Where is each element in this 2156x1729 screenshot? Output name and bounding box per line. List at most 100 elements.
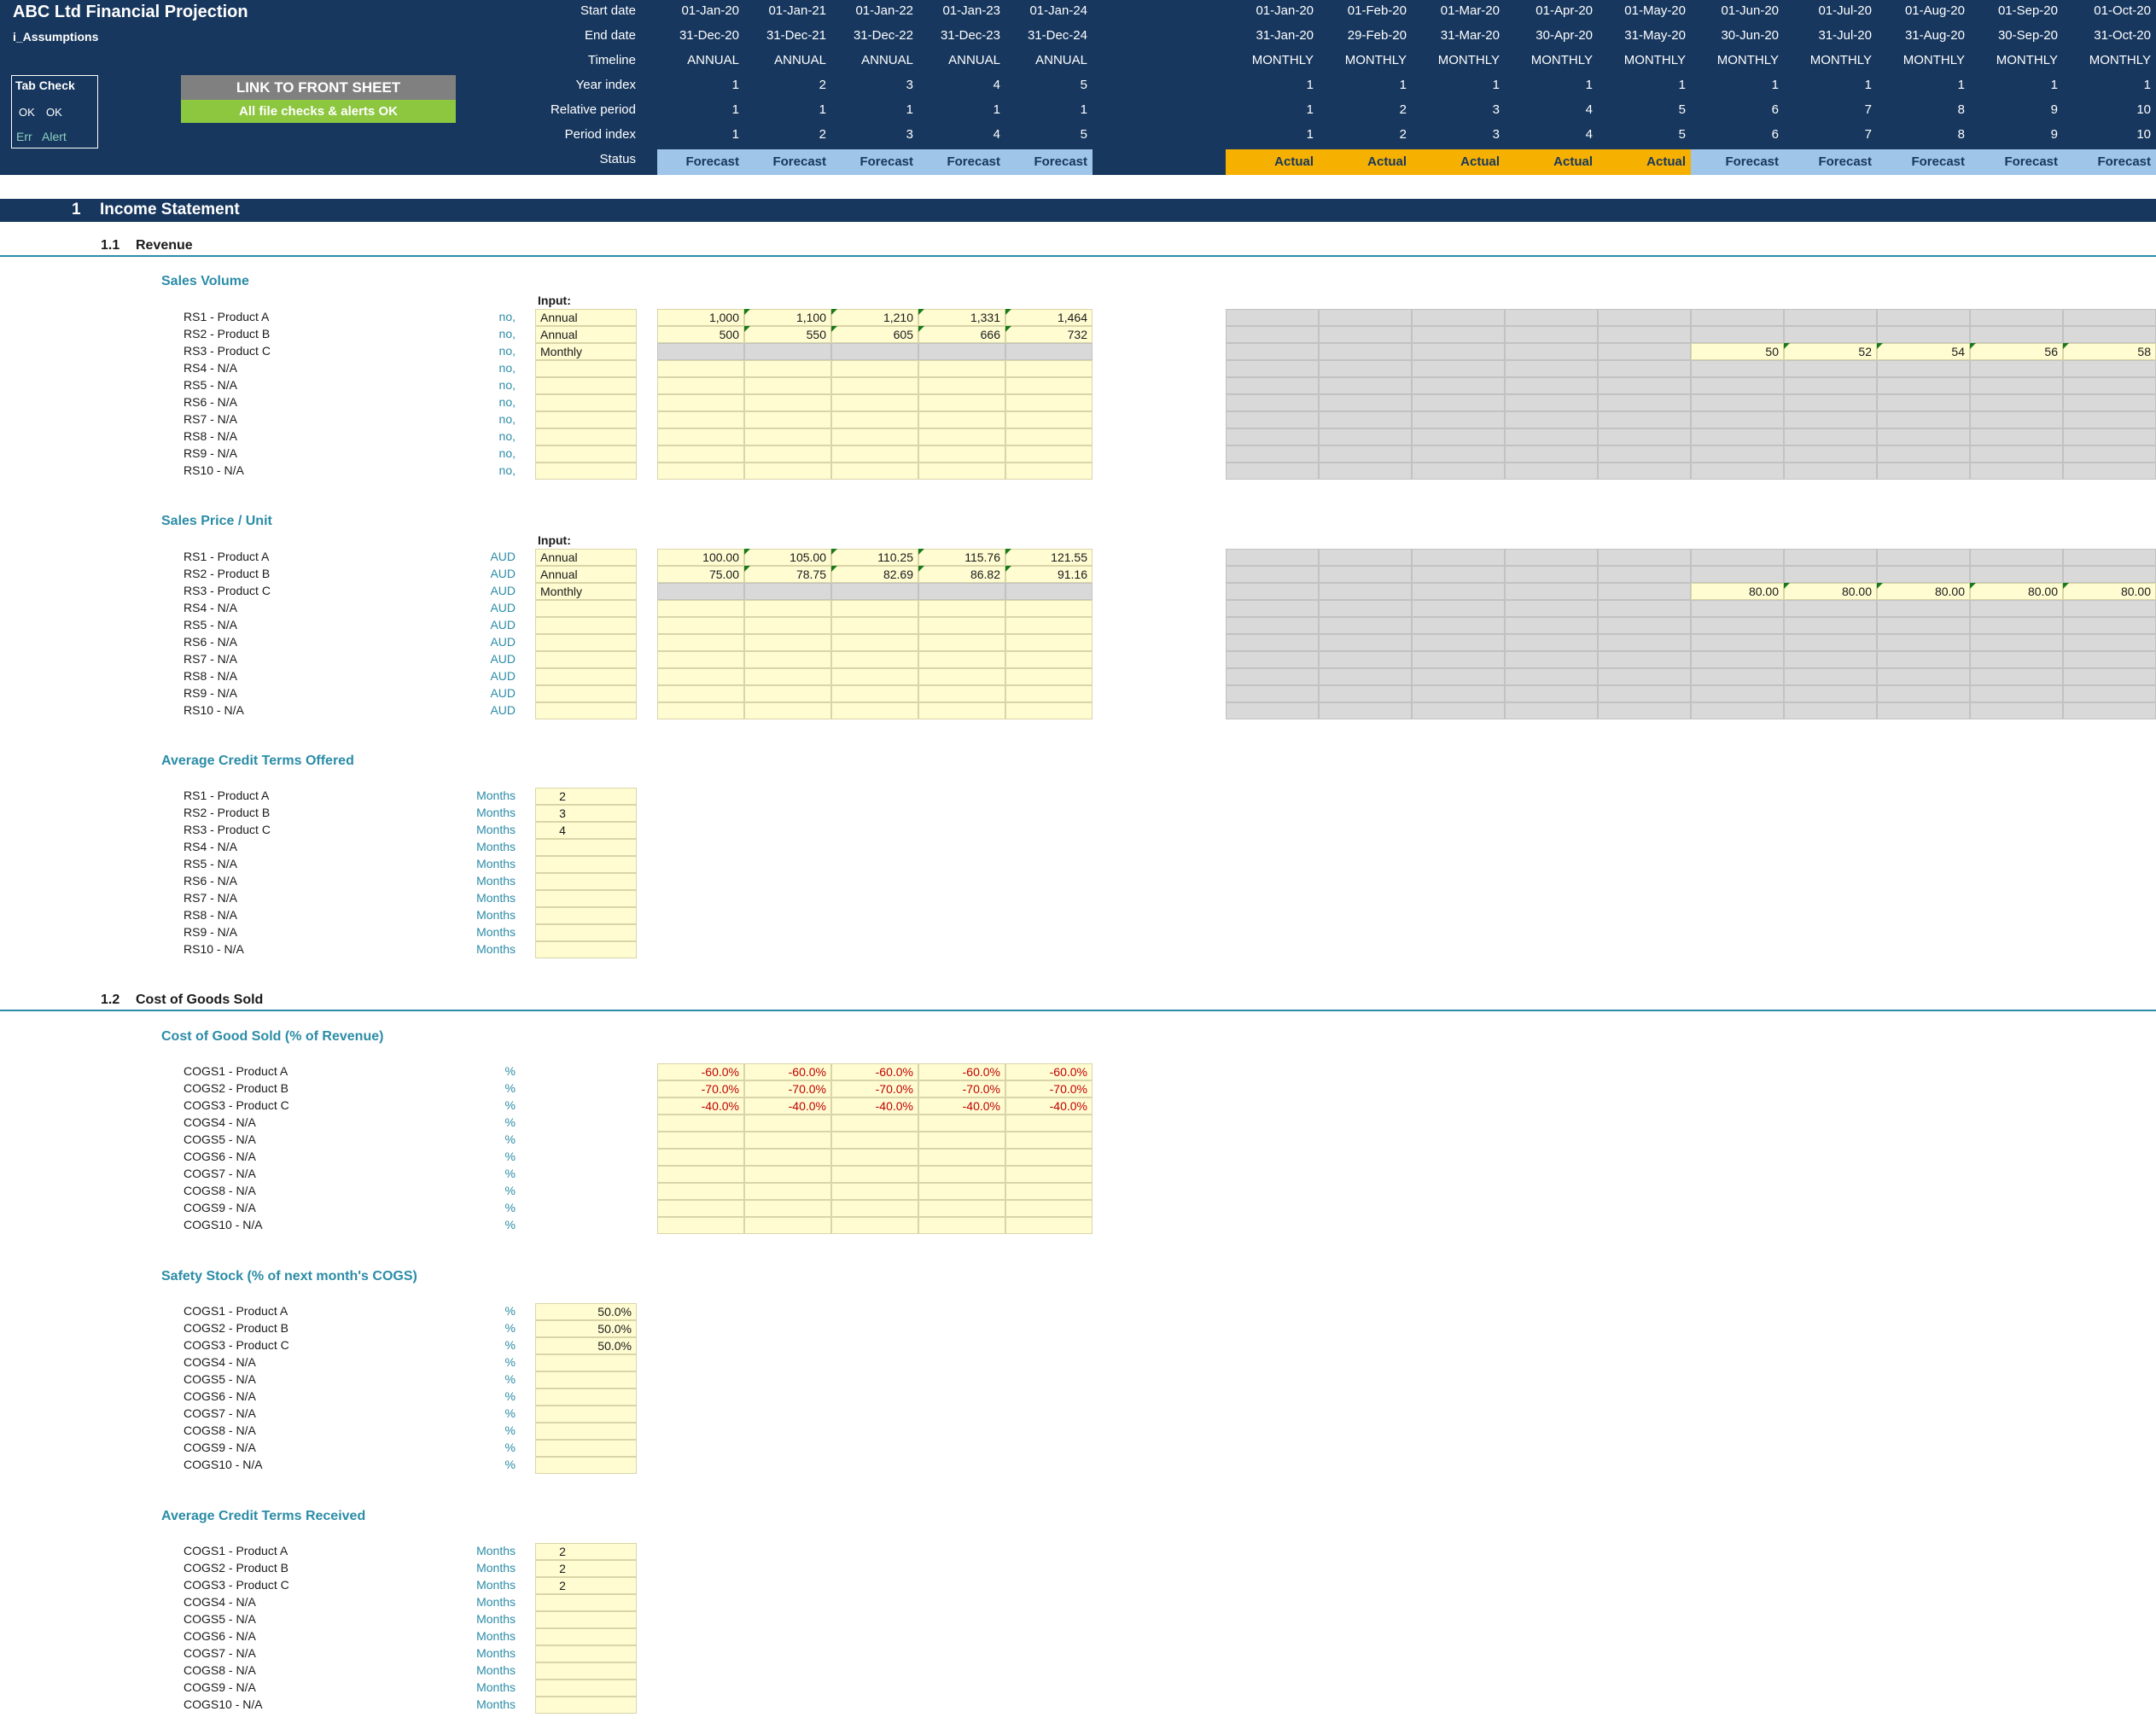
annual-value-cell[interactable] <box>744 1200 831 1217</box>
annual-value-cell[interactable]: -60.0% <box>657 1063 744 1080</box>
annual-value-cell[interactable] <box>831 600 918 617</box>
annual-value-cell[interactable]: 1,464 <box>1005 309 1093 326</box>
input-cell[interactable] <box>535 924 637 941</box>
annual-value-cell[interactable] <box>1005 377 1093 394</box>
monthly-value-cell[interactable]: 80.00 <box>1970 583 2063 600</box>
input-cell[interactable] <box>535 907 637 924</box>
annual-value-cell[interactable] <box>744 634 831 651</box>
input-cell[interactable] <box>535 685 637 702</box>
annual-value-cell[interactable] <box>744 1217 831 1234</box>
annual-value-cell[interactable] <box>831 1149 918 1166</box>
annual-value-cell[interactable]: -40.0% <box>744 1097 831 1115</box>
annual-value-cell[interactable] <box>657 600 744 617</box>
annual-value-cell[interactable] <box>918 600 1005 617</box>
input-cell[interactable]: 50.0% <box>535 1337 637 1354</box>
annual-value-cell[interactable]: 732 <box>1005 326 1093 343</box>
annual-value-cell[interactable]: 82.69 <box>831 566 918 583</box>
input-cell[interactable] <box>535 1611 637 1628</box>
annual-value-cell[interactable] <box>831 1183 918 1200</box>
annual-value-cell[interactable]: 105.00 <box>744 549 831 566</box>
annual-value-cell[interactable] <box>1005 1115 1093 1132</box>
annual-value-cell[interactable] <box>1005 685 1093 702</box>
input-cell[interactable]: Monthly <box>535 583 637 600</box>
input-cell[interactable] <box>535 856 637 873</box>
input-cell[interactable] <box>535 1645 637 1662</box>
annual-value-cell[interactable] <box>657 394 744 411</box>
annual-value-cell[interactable] <box>744 463 831 480</box>
annual-value-cell[interactable] <box>744 377 831 394</box>
input-cell[interactable] <box>535 1662 637 1680</box>
annual-value-cell[interactable]: 1,100 <box>744 309 831 326</box>
monthly-value-cell[interactable]: 80.00 <box>1691 583 1784 600</box>
annual-value-cell[interactable] <box>918 702 1005 719</box>
monthly-value-cell[interactable]: 56 <box>1970 343 2063 360</box>
input-cell[interactable] <box>535 1406 637 1423</box>
input-cell[interactable] <box>535 1388 637 1406</box>
monthly-value-cell[interactable]: 50 <box>1691 343 1784 360</box>
input-cell[interactable] <box>535 1423 637 1440</box>
annual-value-cell[interactable] <box>918 394 1005 411</box>
annual-value-cell[interactable] <box>1005 702 1093 719</box>
annual-value-cell[interactable] <box>744 1183 831 1200</box>
annual-value-cell[interactable] <box>1005 634 1093 651</box>
annual-value-cell[interactable] <box>1005 1149 1093 1166</box>
monthly-value-cell[interactable]: 58 <box>2063 343 2156 360</box>
input-cell[interactable] <box>535 941 637 958</box>
annual-value-cell[interactable] <box>744 600 831 617</box>
input-cell[interactable]: Annual <box>535 549 637 566</box>
annual-value-cell[interactable]: -70.0% <box>744 1080 831 1097</box>
annual-value-cell[interactable] <box>831 428 918 445</box>
annual-value-cell[interactable]: 75.00 <box>657 566 744 583</box>
annual-value-cell[interactable] <box>831 411 918 428</box>
input-cell[interactable] <box>535 634 637 651</box>
annual-value-cell[interactable] <box>831 617 918 634</box>
annual-value-cell[interactable] <box>918 1200 1005 1217</box>
annual-value-cell[interactable] <box>831 1217 918 1234</box>
annual-value-cell[interactable] <box>831 1115 918 1132</box>
annual-value-cell[interactable]: 1,000 <box>657 309 744 326</box>
annual-value-cell[interactable] <box>744 1149 831 1166</box>
annual-value-cell[interactable]: -60.0% <box>1005 1063 1093 1080</box>
annual-value-cell[interactable] <box>657 463 744 480</box>
annual-value-cell[interactable] <box>918 651 1005 668</box>
annual-value-cell[interactable] <box>1005 617 1093 634</box>
annual-value-cell[interactable] <box>918 463 1005 480</box>
annual-value-cell[interactable] <box>918 360 1005 377</box>
annual-value-cell[interactable] <box>657 411 744 428</box>
annual-value-cell[interactable] <box>657 1115 744 1132</box>
monthly-value-cell[interactable]: 80.00 <box>1784 583 1877 600</box>
annual-value-cell[interactable] <box>657 445 744 463</box>
input-cell[interactable] <box>535 1628 637 1645</box>
input-cell[interactable]: Annual <box>535 309 637 326</box>
annual-value-cell[interactable] <box>831 668 918 685</box>
annual-value-cell[interactable] <box>744 428 831 445</box>
input-cell[interactable] <box>535 428 637 445</box>
annual-value-cell[interactable] <box>657 702 744 719</box>
input-cell[interactable] <box>535 1680 637 1697</box>
input-cell[interactable] <box>535 463 637 480</box>
input-cell[interactable]: 2 <box>535 788 637 805</box>
input-cell[interactable]: 50.0% <box>535 1320 637 1337</box>
annual-value-cell[interactable] <box>657 1149 744 1166</box>
annual-value-cell[interactable] <box>657 617 744 634</box>
annual-value-cell[interactable] <box>744 411 831 428</box>
annual-value-cell[interactable]: -70.0% <box>1005 1080 1093 1097</box>
annual-value-cell[interactable] <box>1005 394 1093 411</box>
annual-value-cell[interactable] <box>918 685 1005 702</box>
annual-value-cell[interactable] <box>831 702 918 719</box>
annual-value-cell[interactable] <box>744 1166 831 1183</box>
annual-value-cell[interactable] <box>744 445 831 463</box>
input-cell[interactable] <box>535 1440 637 1457</box>
annual-value-cell[interactable] <box>918 617 1005 634</box>
annual-value-cell[interactable]: 666 <box>918 326 1005 343</box>
annual-value-cell[interactable] <box>831 634 918 651</box>
annual-value-cell[interactable] <box>918 668 1005 685</box>
annual-value-cell[interactable]: 605 <box>831 326 918 343</box>
annual-value-cell[interactable]: -60.0% <box>831 1063 918 1080</box>
annual-value-cell[interactable] <box>657 1183 744 1200</box>
annual-value-cell[interactable] <box>657 634 744 651</box>
input-cell[interactable]: 3 <box>535 805 637 822</box>
annual-value-cell[interactable] <box>918 1149 1005 1166</box>
input-cell[interactable]: Annual <box>535 566 637 583</box>
annual-value-cell[interactable]: -60.0% <box>744 1063 831 1080</box>
